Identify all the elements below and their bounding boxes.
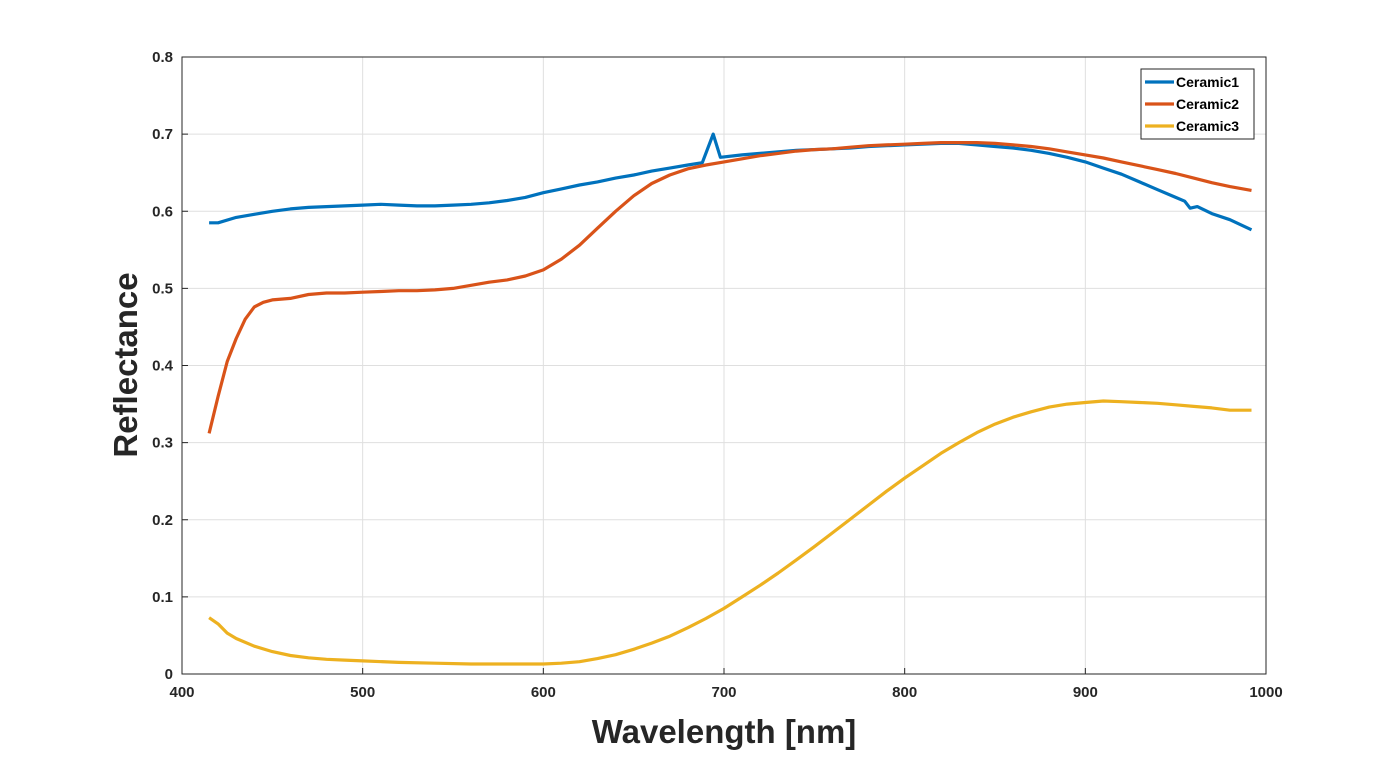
y-tick-label: 0 [165,666,173,683]
y-tick-label: 0.8 [152,49,173,66]
series-line-ceramic2 [207,141,1252,434]
grid-lines [181,56,1267,675]
x-tick-label: 1000 [1249,684,1282,701]
x-tick-label: 400 [169,684,194,701]
x-tick-label: 800 [892,684,917,701]
legend-label: Ceramic3 [1176,118,1239,134]
tick-labels: 400 500 600 700 800 900 1000 0 0.1 0.2 0.3 0.4 0.5 0.… [152,49,1283,701]
x-tick-label: 600 [531,684,556,701]
legend-label: Ceramic1 [1176,74,1239,90]
x-tick-label: 900 [1073,684,1098,701]
y-tick-label: 0.2 [152,512,173,529]
x-axis-label: Wavelength [nm] [592,713,857,750]
legend-label: Ceramic2 [1176,96,1239,112]
series-lines [207,132,1253,666]
series-line-ceramic3 [208,399,1252,666]
y-tick-label: 0.1 [152,589,173,606]
y-tick-label: 0.5 [152,280,173,297]
x-tick-label: 500 [350,684,375,701]
x-tick-label: 700 [711,684,736,701]
legend: Ceramic1 Ceramic2 Ceramic3 [1140,68,1255,140]
y-tick-label: 0.3 [152,435,173,452]
y-tick-label: 0.7 [152,126,173,143]
y-tick-label: 0.6 [152,203,173,220]
y-tick-label: 0.4 [152,358,174,375]
series-line-ceramic1 [209,132,1253,232]
y-axis-label: Reflectance [107,272,144,457]
